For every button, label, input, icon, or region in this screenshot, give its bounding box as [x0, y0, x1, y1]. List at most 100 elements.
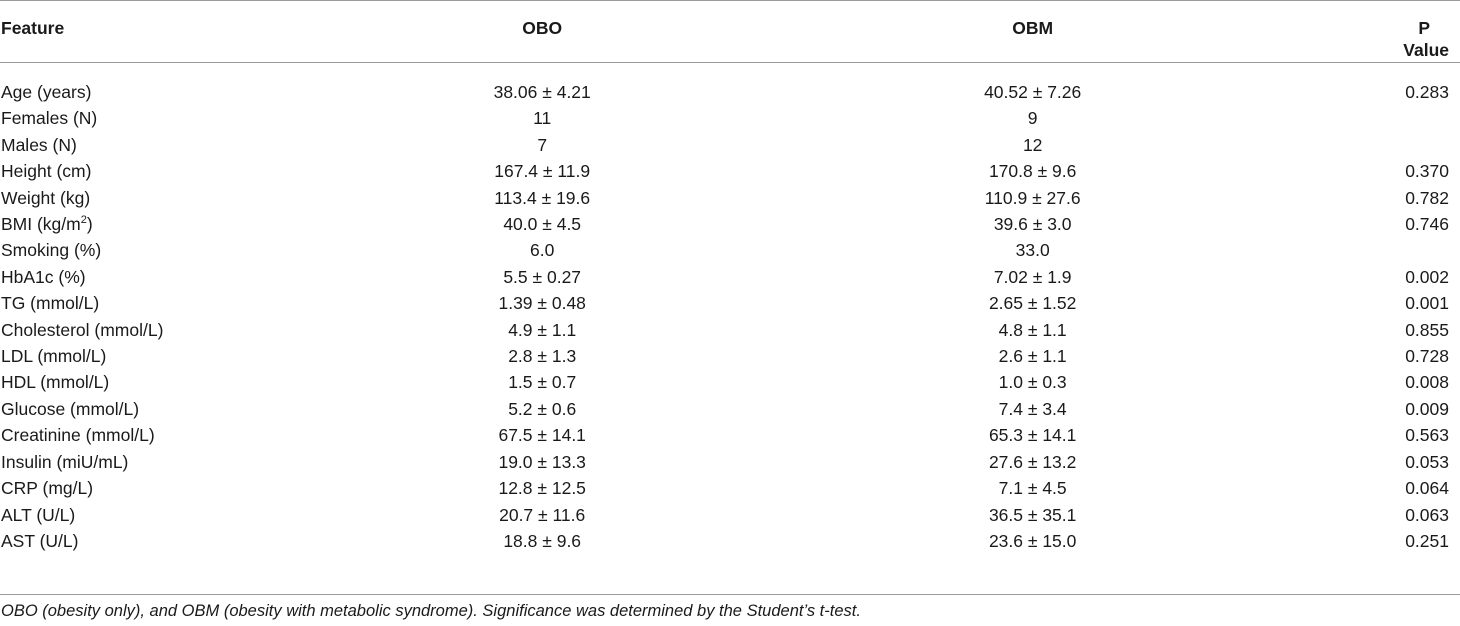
table-row: Creatinine (mmol/L) 67.5 ± 14.1 65.3 ± 1…	[0, 422, 1460, 448]
header-p-value: P Value	[1290, 1, 1460, 63]
cell-feature: Smoking (%)	[1, 240, 102, 261]
cell-feature: Males (N)	[1, 134, 77, 155]
cell-p-value	[1290, 105, 1460, 131]
cell-feature: TG (mmol/L)	[1, 293, 100, 314]
cell-p-value: 0.008	[1405, 372, 1449, 393]
table-row: Males (N) 7 12	[0, 132, 1460, 158]
cell-p-value: 0.064	[1405, 478, 1449, 499]
cell-feature: Cholesterol (mmol/L)	[1, 319, 164, 340]
table-row: Glucose (mmol/L) 5.2 ± 0.6 7.4 ± 3.4 0.0…	[0, 396, 1460, 422]
cell-p-value	[1290, 132, 1460, 158]
cell-obm: 12	[1022, 134, 1043, 155]
cell-feature: HDL (mmol/L)	[1, 372, 110, 393]
table-row: Weight (kg) 113.4 ± 19.6 110.9 ± 27.6 0.…	[0, 185, 1460, 211]
table-body: Age (years) 38.06 ± 4.21 40.52 ± 7.26 0.…	[0, 79, 1460, 554]
cell-obm: 33.0	[1015, 240, 1050, 261]
cell-feature: HbA1c (%)	[1, 266, 86, 287]
cell-obo: 67.5 ± 14.1	[498, 425, 586, 446]
cell-obm: 7.1 ± 4.5	[998, 478, 1067, 499]
table-row: Age (years) 38.06 ± 4.21 40.52 ± 7.26 0.…	[0, 79, 1460, 105]
data-table: Feature OBO OBM P Value Age (years) 38.0…	[0, 0, 1460, 554]
cell-p-value: 0.002	[1405, 266, 1449, 287]
cell-obo: 1.5 ± 0.7	[508, 372, 577, 393]
cell-obo: 167.4 ± 11.9	[494, 161, 591, 182]
cell-obo: 4.9 ± 1.1	[508, 319, 577, 340]
cell-feature: Females (N)	[1, 108, 98, 129]
cell-obo: 5.5 ± 0.27	[503, 266, 582, 287]
table-row: LDL (mmol/L) 2.8 ± 1.3 2.6 ± 1.1 0.728	[0, 343, 1460, 369]
footer-divider	[0, 594, 1460, 595]
cell-obo: 7	[537, 134, 548, 155]
cell-obm: 2.65 ± 1.52	[988, 293, 1077, 314]
cell-obm: 1.0 ± 0.3	[998, 372, 1067, 393]
table-row: Height (cm) 167.4 ± 11.9 170.8 ± 9.6 0.3…	[0, 158, 1460, 184]
cell-obm: 65.3 ± 14.1	[988, 425, 1077, 446]
cell-p-value: 0.063	[1405, 504, 1449, 525]
header-p-line1: P	[1418, 18, 1430, 38]
cell-p-value: 0.746	[1405, 214, 1449, 235]
cell-p-value: 0.053	[1405, 451, 1449, 472]
table-row: HDL (mmol/L) 1.5 ± 0.7 1.0 ± 0.3 0.008	[0, 369, 1460, 395]
cell-obm: 39.6 ± 3.0	[993, 214, 1072, 235]
cell-obm: 4.8 ± 1.1	[998, 319, 1067, 340]
cell-p-value: 0.728	[1405, 346, 1449, 367]
header-feature: Feature	[1, 18, 65, 38]
table-row: Females (N) 11 9	[0, 105, 1460, 131]
cell-obm: 7.02 ± 1.9	[993, 266, 1072, 287]
table-row: Insulin (miU/mL) 19.0 ± 13.3 27.6 ± 13.2…	[0, 449, 1460, 475]
cell-p-value: 0.782	[1405, 187, 1449, 208]
cell-obo: 1.39 ± 0.48	[498, 293, 586, 314]
table-row: Smoking (%) 6.0 33.0	[0, 237, 1460, 263]
cell-p-value: 0.001	[1405, 293, 1449, 314]
cell-p-value: 0.009	[1405, 398, 1449, 419]
cell-obo: 113.4 ± 19.6	[494, 187, 591, 208]
cell-obo: 18.8 ± 9.6	[503, 530, 582, 551]
cell-obo: 38.06 ± 4.21	[493, 82, 591, 102]
cell-obo: 2.8 ± 1.3	[508, 346, 577, 367]
cell-feature: Insulin (miU/mL)	[1, 451, 129, 472]
cell-obm: 9	[1027, 108, 1038, 129]
cell-obm: 2.6 ± 1.1	[998, 346, 1067, 367]
cell-feature: Creatinine (mmol/L)	[1, 425, 155, 446]
cell-p-value: 0.251	[1405, 530, 1449, 551]
cell-feature: Glucose (mmol/L)	[1, 398, 140, 419]
table-row: HbA1c (%) 5.5 ± 0.27 7.02 ± 1.9 0.002	[0, 264, 1460, 290]
cell-p-value: 0.855	[1405, 319, 1449, 340]
table-row: CRP (mg/L) 12.8 ± 12.5 7.1 ± 4.5 0.064	[0, 475, 1460, 501]
cell-obm: 7.4 ± 3.4	[998, 398, 1067, 419]
table-row: AST (U/L) 18.8 ± 9.6 23.6 ± 15.0 0.251	[0, 528, 1460, 554]
cell-feature: BMI (kg/m2)	[0, 211, 309, 237]
table-row: TG (mmol/L) 1.39 ± 0.48 2.65 ± 1.52 0.00…	[0, 290, 1460, 316]
cell-obm: 40.52 ± 7.26	[984, 82, 1082, 102]
cell-obo: 6.0	[530, 240, 555, 261]
cell-obo: 11	[533, 108, 552, 129]
cell-feature: LDL (mmol/L)	[1, 346, 107, 367]
cell-feature: Height (cm)	[1, 161, 92, 182]
table-row: Cholesterol (mmol/L) 4.9 ± 1.1 4.8 ± 1.1…	[0, 317, 1460, 343]
header-obm: OBM	[1012, 18, 1054, 38]
cell-obm: 110.9 ± 27.6	[984, 187, 1081, 208]
cell-obo: 5.2 ± 0.6	[508, 398, 577, 419]
cell-obm: 36.5 ± 35.1	[988, 504, 1077, 525]
cell-feature: Weight (kg)	[1, 187, 91, 208]
header-divider	[0, 62, 1460, 79]
table-header-row: Feature OBO OBM P Value	[0, 0, 1460, 63]
cell-feature-text: BMI (kg/m	[1, 214, 81, 235]
cell-p-value: 0.370	[1405, 161, 1449, 182]
cell-feature-superscript: 2	[80, 214, 87, 227]
cell-p-value: 0.283	[1405, 82, 1449, 102]
cell-obm: 23.6 ± 15.0	[988, 530, 1077, 551]
cell-obm: 27.6 ± 13.2	[988, 451, 1077, 472]
cell-obo: 20.7 ± 11.6	[499, 504, 586, 525]
cell-feature: AST (U/L)	[1, 530, 79, 551]
cell-feature-suffix: )	[86, 214, 93, 235]
table-footnote: OBO (obesity only), and OBM (obesity wit…	[1, 602, 861, 620]
table-row: ALT (U/L) 20.7 ± 11.6 36.5 ± 35.1 0.063	[0, 502, 1460, 528]
cell-feature: Age (years)	[1, 82, 92, 102]
header-p-line2: Value	[1403, 40, 1449, 60]
cell-p-value	[1290, 237, 1460, 263]
cell-feature: ALT (U/L)	[1, 504, 76, 525]
cell-obm: 170.8 ± 9.6	[988, 161, 1077, 182]
cell-obo: 40.0 ± 4.5	[503, 214, 582, 235]
header-obo: OBO	[522, 18, 563, 38]
